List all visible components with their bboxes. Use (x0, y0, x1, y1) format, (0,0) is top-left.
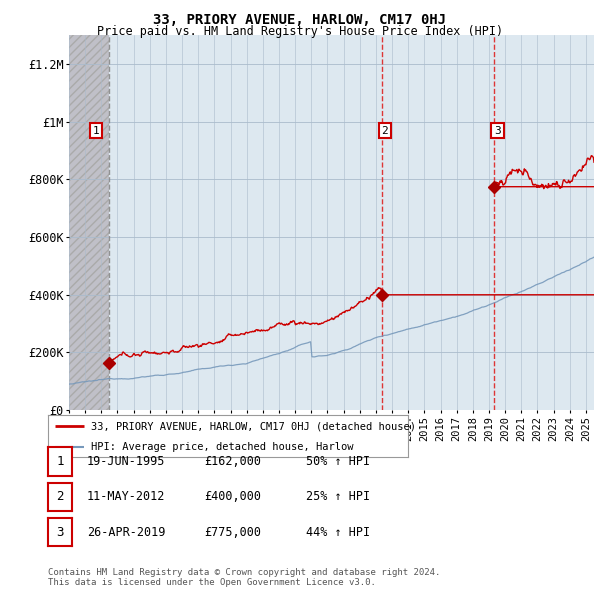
Text: £775,000: £775,000 (204, 526, 261, 539)
Text: HPI: Average price, detached house, Harlow: HPI: Average price, detached house, Harl… (91, 442, 354, 451)
Text: 26-APR-2019: 26-APR-2019 (87, 526, 166, 539)
Bar (69, 35, 109, 410)
Text: 1: 1 (56, 455, 64, 468)
Text: 33, PRIORY AVENUE, HARLOW, CM17 0HJ: 33, PRIORY AVENUE, HARLOW, CM17 0HJ (154, 13, 446, 27)
Text: 50% ↑ HPI: 50% ↑ HPI (306, 455, 370, 468)
Text: Contains HM Land Registry data © Crown copyright and database right 2024.
This d: Contains HM Land Registry data © Crown c… (48, 568, 440, 587)
Text: 25% ↑ HPI: 25% ↑ HPI (306, 490, 370, 503)
Text: 11-MAY-2012: 11-MAY-2012 (87, 490, 166, 503)
Text: 3: 3 (56, 526, 64, 539)
Text: 3: 3 (494, 126, 501, 136)
Text: £162,000: £162,000 (204, 455, 261, 468)
Text: 1: 1 (92, 126, 99, 136)
Text: 44% ↑ HPI: 44% ↑ HPI (306, 526, 370, 539)
Text: 2: 2 (56, 490, 64, 503)
Text: £400,000: £400,000 (204, 490, 261, 503)
Text: Price paid vs. HM Land Registry's House Price Index (HPI): Price paid vs. HM Land Registry's House … (97, 25, 503, 38)
Text: 33, PRIORY AVENUE, HARLOW, CM17 0HJ (detached house): 33, PRIORY AVENUE, HARLOW, CM17 0HJ (det… (91, 421, 416, 431)
Text: 19-JUN-1995: 19-JUN-1995 (87, 455, 166, 468)
Text: 2: 2 (382, 126, 388, 136)
